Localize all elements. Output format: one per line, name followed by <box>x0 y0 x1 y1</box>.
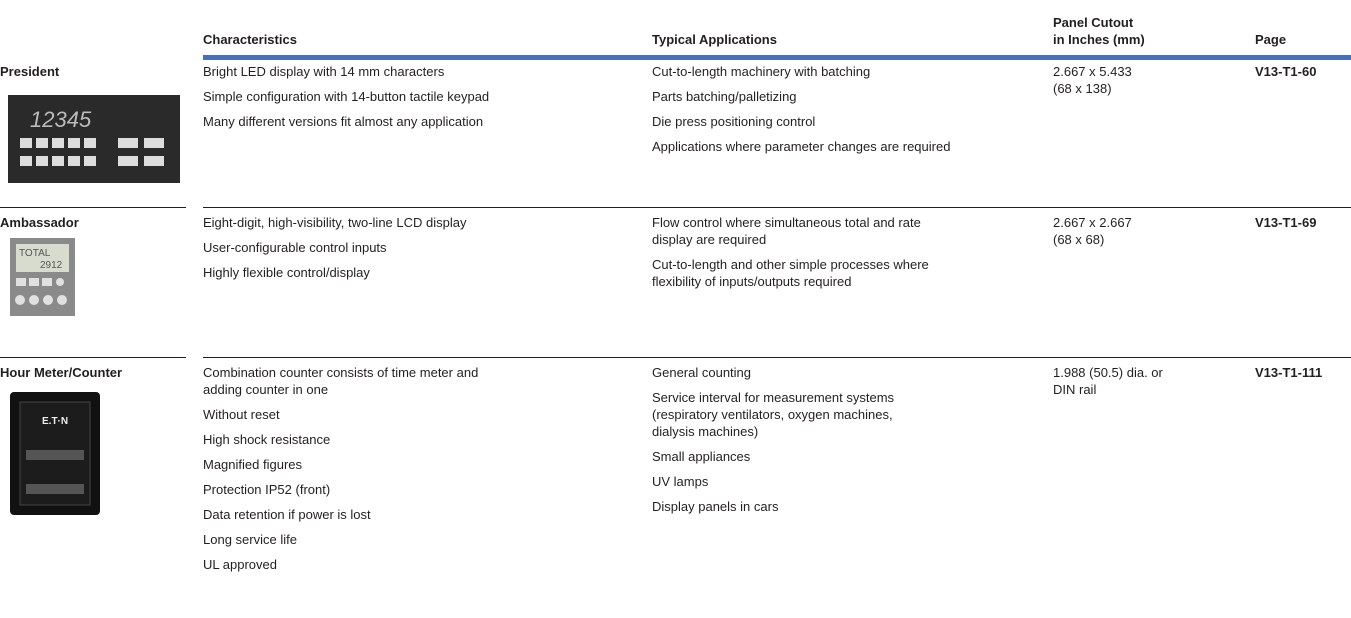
application: UV lamps <box>652 474 709 489</box>
characteristic: Without reset <box>203 407 280 422</box>
characteristic: Data retention if power is lost <box>203 507 371 522</box>
characteristic: Bright LED display with 14 mm characters <box>203 64 445 79</box>
row-rule-right <box>203 357 1351 358</box>
column-header: in Inches (mm) <box>1053 32 1145 47</box>
hour-meter-image: E.T·N <box>10 392 100 515</box>
characteristic: Many different versions fit almost any a… <box>203 114 484 129</box>
characteristic: User-configurable control inputs <box>203 240 387 255</box>
product-name: Hour Meter/Counter <box>0 365 123 380</box>
svg-text:E.T·N: E.T·N <box>42 416 68 427</box>
characteristic: Eight-digit, high-visibility, two-line L… <box>203 215 467 230</box>
characteristic: Simple configuration with 14-button tact… <box>203 89 490 104</box>
characteristic: Highly flexible control/display <box>203 265 370 280</box>
application: dialysis machines) <box>652 424 759 439</box>
svg-text:12345: 12345 <box>30 107 92 132</box>
president-image: 12345 <box>8 95 180 183</box>
column-header: Typical Applications <box>652 32 777 47</box>
column-header: Characteristics <box>203 32 297 47</box>
application: Cut-to-length and other simple processes… <box>652 257 929 272</box>
application: flexibility of inputs/outputs required <box>652 274 852 289</box>
application: Applications where parameter changes are… <box>652 139 951 154</box>
column-header: Panel Cutout <box>1053 15 1134 30</box>
svg-text:2912: 2912 <box>40 260 63 271</box>
application: Service interval for measurement systems <box>652 390 895 405</box>
page-ref: V13-T1-69 <box>1255 215 1317 230</box>
panel-cutout: 1.988 (50.5) dia. or <box>1053 365 1163 380</box>
row-rule-right <box>203 207 1351 208</box>
characteristic: adding counter in one <box>203 382 329 397</box>
characteristic: UL approved <box>203 557 277 572</box>
application: Flow control where simultaneous total an… <box>652 215 921 230</box>
column-header: Page <box>1255 32 1287 47</box>
characteristic: Combination counter consists of time met… <box>203 365 479 380</box>
application: General counting <box>652 365 752 380</box>
panel-cutout: (68 x 68) <box>1053 232 1105 247</box>
application: display are required <box>652 232 767 247</box>
application: Cut-to-length machinery with batching <box>652 64 871 79</box>
row-rule-left <box>0 207 186 208</box>
application: Parts batching/palletizing <box>652 89 797 104</box>
panel-cutout: 2.667 x 2.667 <box>1053 215 1132 230</box>
page-ref: V13-T1-60 <box>1255 64 1317 79</box>
panel-cutout: 2.667 x 5.433 <box>1053 64 1132 79</box>
product-name: President <box>0 64 60 79</box>
ambassador-image: TOTAL 2912 <box>10 238 75 316</box>
svg-text:TOTAL: TOTAL <box>19 248 51 259</box>
panel-cutout: (68 x 138) <box>1053 81 1112 96</box>
row-rule-left <box>0 357 186 358</box>
application: Die press positioning control <box>652 114 816 129</box>
application: (respiratory ventilators, oxygen machine… <box>652 407 893 422</box>
header-rule <box>203 55 1351 60</box>
characteristic: Long service life <box>203 532 297 547</box>
application: Small appliances <box>652 449 751 464</box>
characteristic: Protection IP52 (front) <box>203 482 331 497</box>
application: Display panels in cars <box>652 499 779 514</box>
product-name: Ambassador <box>0 215 79 230</box>
panel-cutout: DIN rail <box>1053 382 1097 397</box>
characteristic: High shock resistance <box>203 432 331 447</box>
page-ref: V13-T1-111 <box>1255 365 1323 380</box>
characteristic: Magnified figures <box>203 457 302 472</box>
